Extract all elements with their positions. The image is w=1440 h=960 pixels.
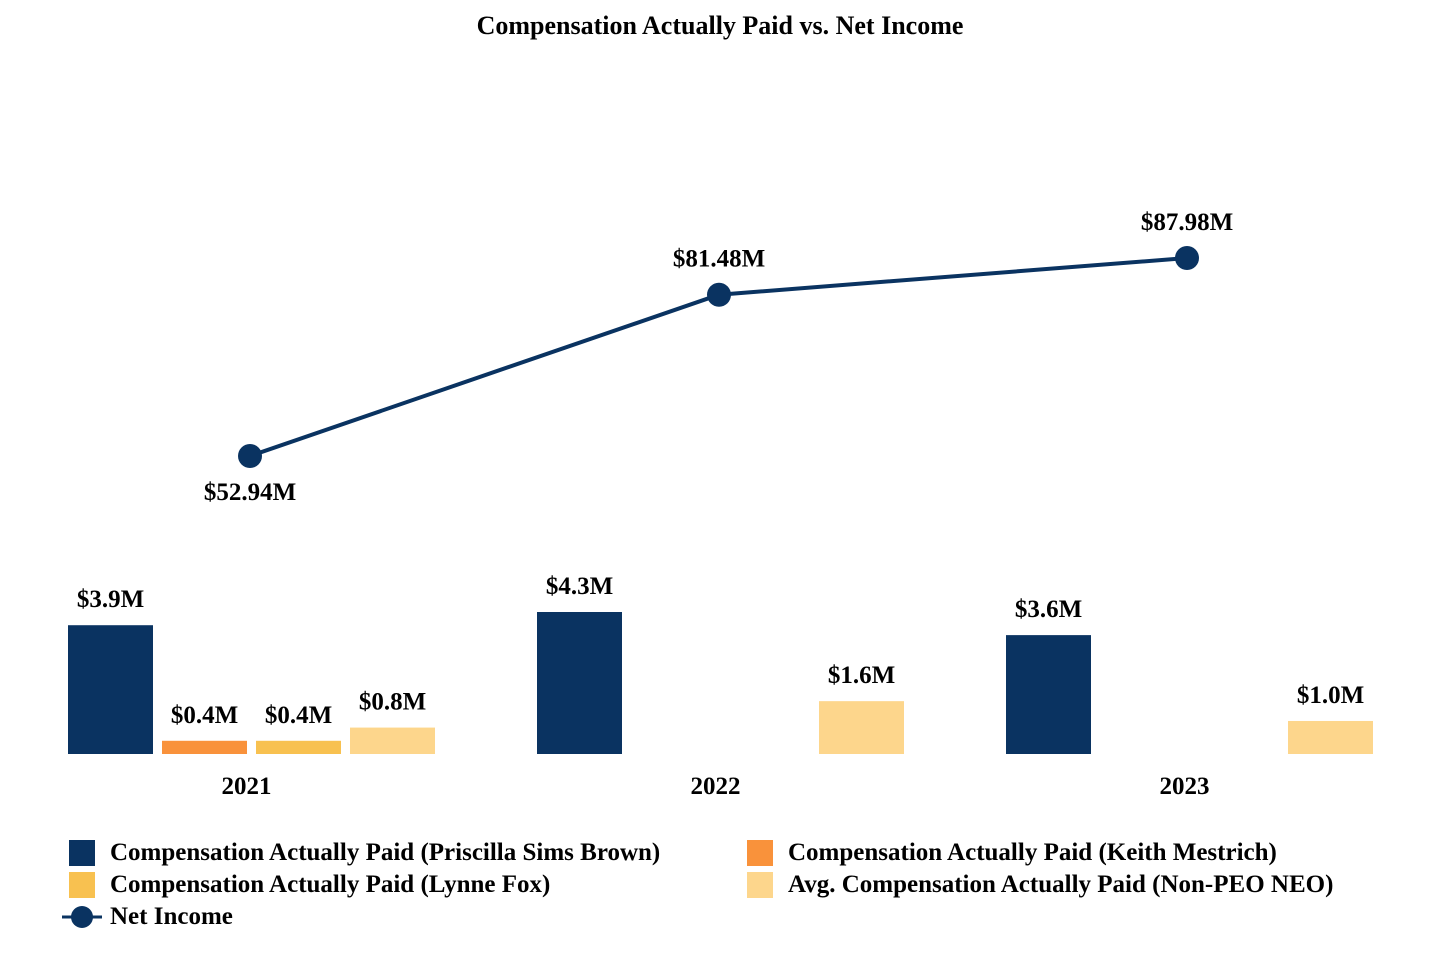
legend-label-keith: Compensation Actually Paid (Keith Mestri…: [788, 839, 1277, 866]
net-income-label-2022: $81.48M: [673, 246, 765, 273]
bar-2022-series-0: [537, 612, 622, 754]
x-tick-2023: 2023: [1160, 773, 1210, 800]
x-tick-2021: 2021: [222, 773, 272, 800]
legend-item-non-peo: Avg. Compensation Actually Paid (Non-PEO…: [738, 870, 1333, 900]
bar-2023-series-3: [1288, 720, 1373, 754]
x-tick-2022: 2022: [691, 773, 741, 800]
legend-item-priscilla: Compensation Actually Paid (Priscilla Si…: [60, 838, 660, 868]
chart-title: Compensation Actually Paid vs. Net Incom…: [477, 11, 964, 40]
bar-2021-series-0: [68, 625, 153, 754]
bar-group: [68, 612, 1373, 754]
bar-2021-series-2: [256, 740, 341, 754]
net-income-label-2023: $87.98M: [1141, 209, 1233, 236]
net-income-line-group: $52.94M $81.48M $87.98M: [204, 209, 1233, 506]
legend-label-lynne: Compensation Actually Paid (Lynne Fox): [110, 871, 551, 898]
legend-line-marker-icon: [62, 906, 102, 928]
x-tick-group: 2021 2022 2023: [222, 773, 1210, 800]
bar-2023-series-0: [1006, 635, 1091, 754]
legend: Compensation Actually Paid (Priscilla Si…: [60, 834, 1420, 944]
legend-item-keith: Compensation Actually Paid (Keith Mestri…: [738, 838, 1277, 868]
bar-label-2021-series-1: $0.4M: [171, 702, 238, 729]
legend-label-non-peo: Avg. Compensation Actually Paid (Non-PEO…: [788, 871, 1334, 898]
legend-label-priscilla: Compensation Actually Paid (Priscilla Si…: [110, 839, 661, 866]
legend-swatch-keith: [747, 840, 773, 866]
bar-2021-series-1: [162, 740, 247, 754]
bar-2021-series-3: [350, 727, 435, 754]
legend-item-lynne: Compensation Actually Paid (Lynne Fox): [60, 870, 550, 900]
bar-label-2021-series-3: $0.8M: [359, 689, 426, 716]
legend-swatch-priscilla: [69, 840, 95, 866]
legend-label-net-income: Net Income: [110, 903, 233, 930]
net-income-label-2021: $52.94M: [204, 479, 296, 506]
legend-item-net-income: Net Income: [60, 902, 233, 932]
bar-label-2023-series-3: $1.0M: [1297, 682, 1364, 709]
legend-swatch-non-peo: [747, 872, 773, 898]
bar-label-2021-series-2: $0.4M: [265, 702, 332, 729]
legend-swatch-lynne: [69, 872, 95, 898]
bar-label-2023-series-0: $3.6M: [1015, 596, 1082, 623]
bar-label-2021-series-0: $3.9M: [77, 586, 144, 613]
net-income-point-2021: [238, 444, 262, 468]
bar-label-2022-series-3: $1.6M: [828, 662, 895, 689]
bar-2022-series-3: [819, 701, 904, 754]
bar-label-2022-series-0: $4.3M: [546, 573, 613, 600]
bar-label-group: $3.9M $0.4M $0.4M $0.8M $4.3M $1.6M $3.6M $1.0M: [77, 573, 1364, 729]
net-income-point-2023: [1175, 246, 1199, 270]
net-income-point-2022: [707, 282, 731, 307]
